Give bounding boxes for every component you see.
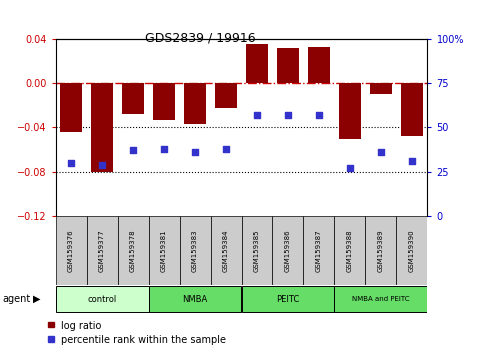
Bar [277,48,299,83]
Bar [153,83,175,120]
Bar [184,83,206,124]
Text: GSM159381: GSM159381 [161,229,167,272]
Point [253,112,261,118]
Bar [56,216,86,285]
Text: GSM159387: GSM159387 [316,229,322,272]
Text: GSM159389: GSM159389 [378,229,384,272]
Bar [366,216,397,285]
Text: NMBA and PEITC: NMBA and PEITC [352,296,410,302]
Text: GSM159388: GSM159388 [347,229,353,272]
Text: GSM159390: GSM159390 [409,229,415,272]
Text: GSM159383: GSM159383 [192,229,198,272]
Bar [303,216,334,285]
Bar [401,83,423,136]
Bar [180,216,211,285]
Bar [91,83,113,172]
Text: GSM159376: GSM159376 [68,229,74,272]
Point [129,148,137,153]
Point [377,149,385,155]
Point [284,112,292,118]
Bar [149,286,242,312]
Text: agent: agent [2,294,30,304]
Text: ▶: ▶ [33,294,41,304]
Bar [242,286,334,312]
Point [191,149,199,155]
Bar [117,216,149,285]
Bar [334,216,366,285]
Text: NMBA: NMBA [183,295,208,304]
Text: GSM159384: GSM159384 [223,229,229,272]
Point [408,158,416,164]
Bar [246,45,268,83]
Text: GDS2839 / 19916: GDS2839 / 19916 [145,32,256,45]
Bar [56,286,149,312]
Point [346,165,354,171]
Bar [211,216,242,285]
Point [160,146,168,152]
Bar [334,286,427,312]
Text: PEITC: PEITC [276,295,299,304]
Point [67,160,75,166]
Text: GSM159377: GSM159377 [99,229,105,272]
Bar [60,83,82,132]
Bar [149,216,180,285]
Text: control: control [87,295,117,304]
Bar [242,216,272,285]
Bar [339,83,361,138]
Bar [272,216,303,285]
Point [98,162,106,167]
Bar [308,47,330,83]
Text: GSM159386: GSM159386 [285,229,291,272]
Text: GSM159378: GSM159378 [130,229,136,272]
Bar [370,83,392,94]
Bar [86,216,117,285]
Bar [397,216,427,285]
Point [222,146,230,152]
Text: percentile rank within the sample: percentile rank within the sample [61,335,227,345]
Text: GSM159385: GSM159385 [254,229,260,272]
Bar [215,83,237,108]
Bar [122,83,144,114]
Point [315,112,323,118]
Text: log ratio: log ratio [61,321,102,331]
